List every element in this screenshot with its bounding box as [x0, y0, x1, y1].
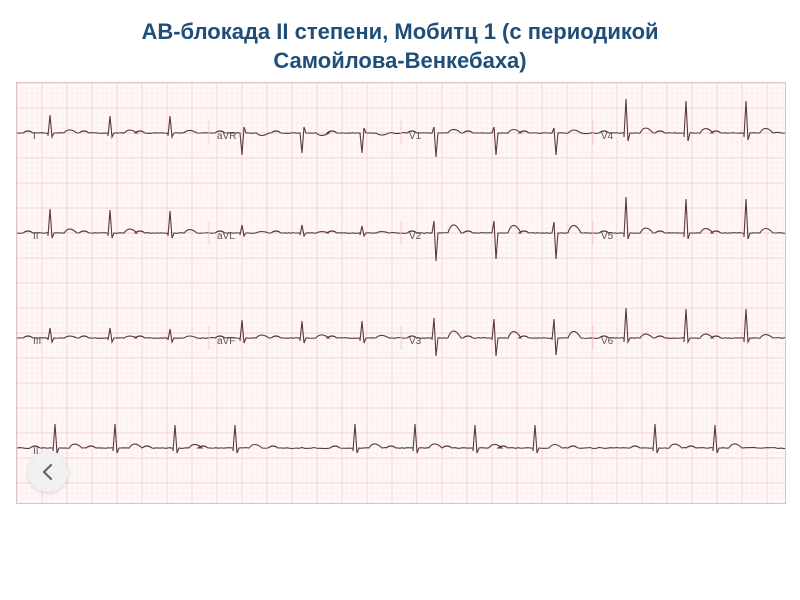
lead-label: III: [33, 336, 41, 347]
ecg-panel: IaVRV1V4IIaVLV2V5IIIaVFV3V6II: [16, 82, 786, 504]
footer-whitespace: [0, 520, 800, 600]
ecg-trace: [17, 209, 209, 238]
lead-label: V4: [601, 131, 614, 142]
lead-label: aVL: [217, 231, 235, 242]
lead-label: V6: [601, 336, 614, 347]
lead-label: aVR: [217, 131, 236, 142]
back-button[interactable]: [28, 452, 68, 492]
ecg-trace: [17, 328, 209, 342]
lead-label: aVF: [217, 336, 235, 347]
page-title: АВ-блокада II степени, Мобитц 1 (с перио…: [0, 0, 800, 79]
lead-label: I: [33, 131, 36, 142]
title-line-2: Самойлова-Венкебаха): [273, 48, 526, 73]
title-line-1: АВ-блокада II степени, Мобитц 1 (с перио…: [141, 19, 658, 44]
lead-label: V5: [601, 231, 614, 242]
lead-label: V1: [409, 131, 422, 142]
ecg-trace: [17, 115, 209, 137]
arrow-left-icon: [38, 462, 58, 482]
lead-label: V3: [409, 336, 422, 347]
lead-label: V2: [409, 231, 422, 242]
ecg-svg: IaVRV1V4IIaVLV2V5IIIaVFV3V6II: [17, 83, 785, 503]
lead-label: II: [33, 231, 39, 242]
